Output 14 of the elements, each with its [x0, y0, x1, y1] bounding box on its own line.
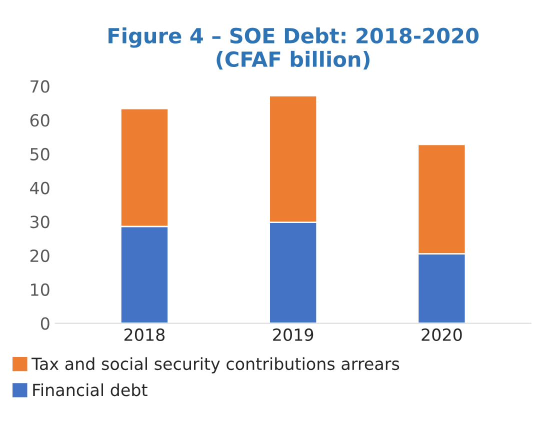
y-tick-label: 10: [31, 283, 50, 296]
y-tick-label: 30: [30, 216, 50, 228]
y-tick-label: 70: [30, 80, 50, 93]
x-tick-label: 2020: [422, 328, 462, 342]
x-tick-label: 2018: [124, 328, 165, 342]
x-tick-label: 2019: [273, 328, 314, 342]
y-tick-label: 60: [30, 114, 50, 127]
y-tick-label: 50: [30, 148, 50, 160]
legend-label: Financial debt: [33, 383, 148, 396]
y-tick-label: 20: [30, 249, 50, 262]
y-tick-label: 40: [30, 182, 50, 194]
y-tick-label: 0: [40, 317, 50, 330]
chart-title: Figure 4 – SOE Debt: 2018-2020 (CFAF billion): [108, 27, 479, 70]
legend-label: Tax and social security contributions arrears: [32, 357, 400, 374]
